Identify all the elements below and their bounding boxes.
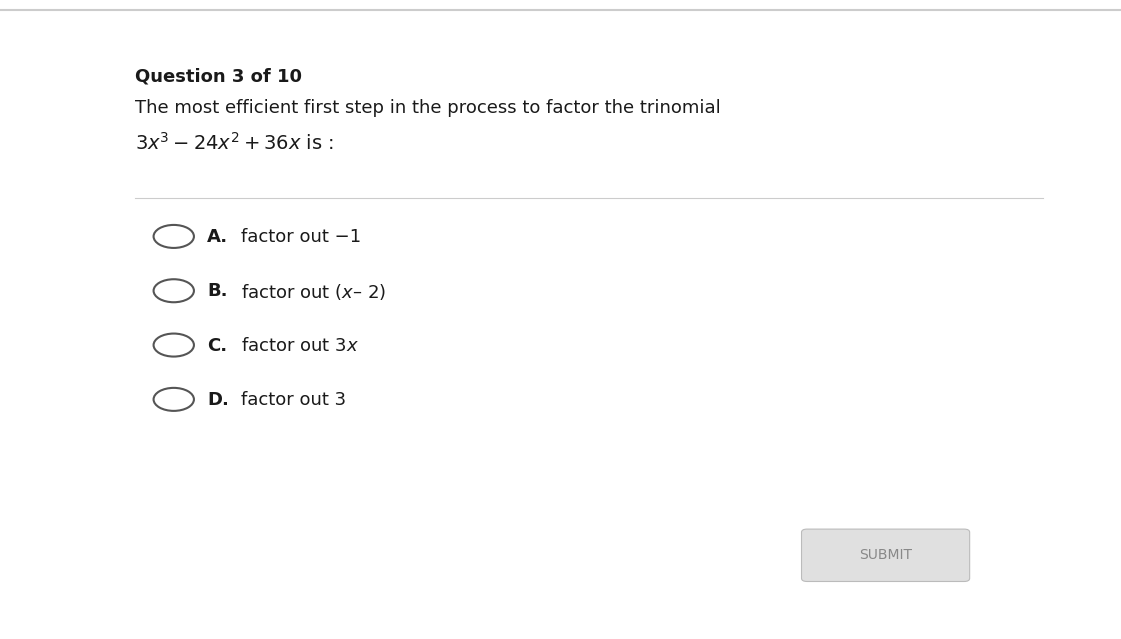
FancyBboxPatch shape bbox=[802, 529, 970, 581]
Text: factor out −1: factor out −1 bbox=[241, 228, 361, 246]
Text: Question 3 of 10: Question 3 of 10 bbox=[135, 67, 302, 85]
Text: factor out ($x$– 2): factor out ($x$– 2) bbox=[241, 282, 386, 302]
Text: B.: B. bbox=[207, 282, 228, 300]
Text: factor out 3$x$: factor out 3$x$ bbox=[241, 337, 359, 355]
Text: D.: D. bbox=[207, 391, 230, 409]
Text: factor out 3: factor out 3 bbox=[241, 391, 346, 409]
Text: The most efficient first step in the process to factor the trinomial: The most efficient first step in the pro… bbox=[135, 99, 721, 117]
Text: A.: A. bbox=[207, 228, 229, 246]
Text: $3x^3 - 24x^2 + 36x$ is :: $3x^3 - 24x^2 + 36x$ is : bbox=[135, 132, 334, 154]
Text: SUBMIT: SUBMIT bbox=[859, 548, 912, 562]
Text: C.: C. bbox=[207, 337, 228, 355]
